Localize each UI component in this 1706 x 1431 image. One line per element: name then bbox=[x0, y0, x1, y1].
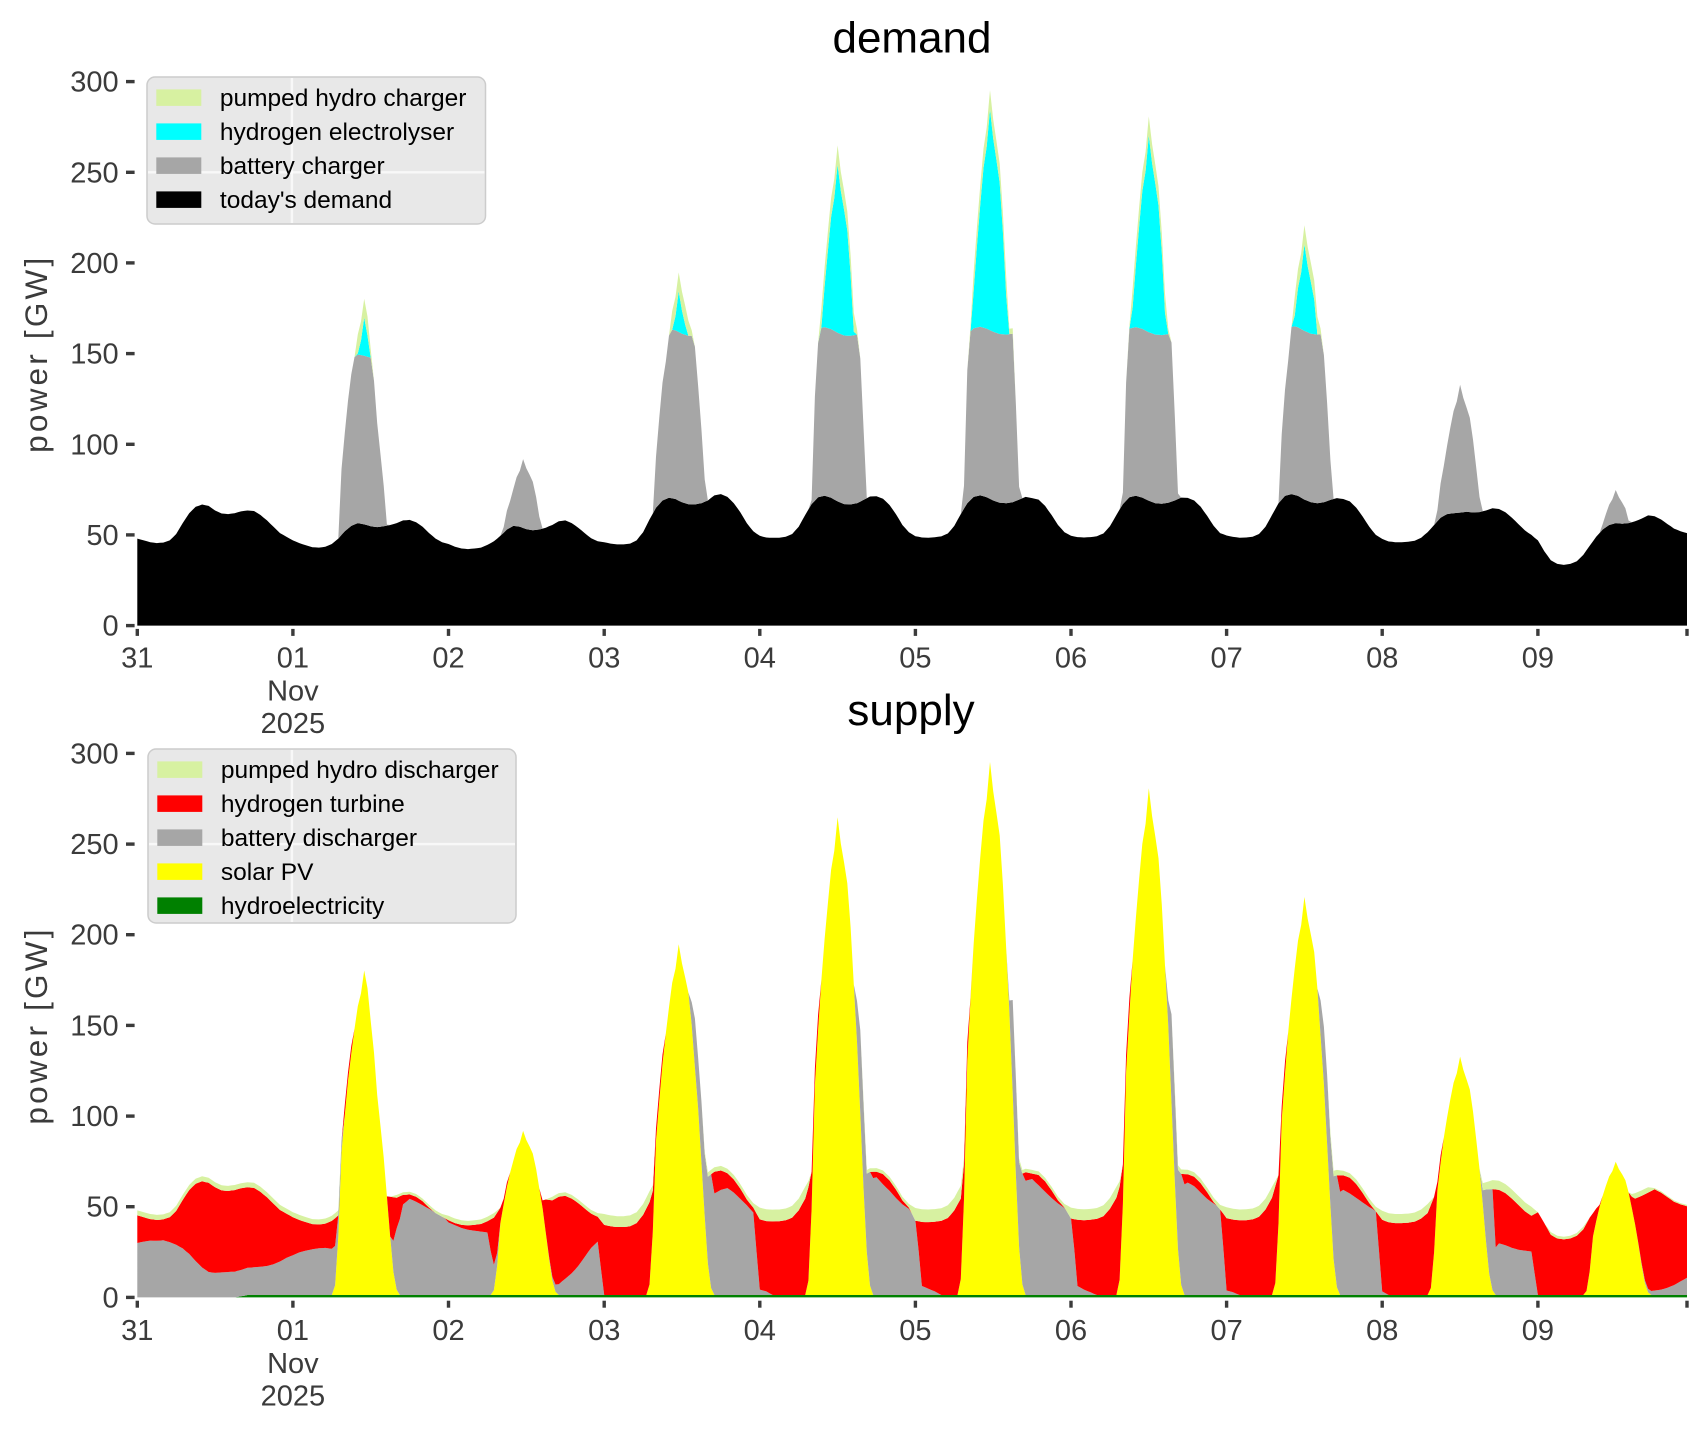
svg-text:08: 08 bbox=[1366, 643, 1398, 675]
svg-text:2025: 2025 bbox=[261, 708, 326, 740]
svg-text:300: 300 bbox=[70, 67, 118, 99]
svg-text:04: 04 bbox=[744, 643, 776, 675]
svg-text:battery charger: battery charger bbox=[220, 153, 385, 180]
svg-text:07: 07 bbox=[1210, 1315, 1242, 1347]
svg-text:hydrogen turbine: hydrogen turbine bbox=[221, 791, 405, 818]
svg-text:hydrogen electrolyser: hydrogen electrolyser bbox=[220, 119, 454, 146]
svg-text:100: 100 bbox=[70, 429, 118, 461]
svg-text:pumped hydro discharger: pumped hydro discharger bbox=[221, 757, 499, 784]
svg-text:01: 01 bbox=[277, 1315, 309, 1347]
svg-text:08: 08 bbox=[1366, 1315, 1398, 1347]
svg-text:04: 04 bbox=[744, 1315, 776, 1347]
svg-text:06: 06 bbox=[1055, 643, 1087, 675]
svg-text:150: 150 bbox=[70, 339, 118, 371]
svg-text:09: 09 bbox=[1522, 1315, 1554, 1347]
svg-text:05: 05 bbox=[899, 643, 931, 675]
svg-text:200: 200 bbox=[70, 920, 118, 952]
svg-text:02: 02 bbox=[432, 643, 464, 675]
svg-text:demand: demand bbox=[832, 13, 991, 62]
svg-text:hydroelectricity: hydroelectricity bbox=[221, 893, 385, 920]
svg-text:100: 100 bbox=[70, 1101, 118, 1133]
svg-text:31: 31 bbox=[121, 1315, 153, 1347]
svg-text:pumped hydro charger: pumped hydro charger bbox=[220, 85, 467, 112]
svg-text:200: 200 bbox=[70, 248, 118, 280]
svg-text:03: 03 bbox=[588, 643, 620, 675]
svg-text:Nov: Nov bbox=[267, 1348, 319, 1380]
svg-text:supply: supply bbox=[847, 686, 974, 735]
svg-text:solar PV: solar PV bbox=[221, 859, 314, 886]
svg-text:07: 07 bbox=[1210, 643, 1242, 675]
svg-text:battery discharger: battery discharger bbox=[221, 825, 417, 852]
svg-text:06: 06 bbox=[1055, 1315, 1087, 1347]
svg-text:05: 05 bbox=[899, 1315, 931, 1347]
svg-text:31: 31 bbox=[121, 643, 153, 675]
svg-text:03: 03 bbox=[588, 1315, 620, 1347]
svg-text:0: 0 bbox=[102, 611, 118, 643]
svg-text:300: 300 bbox=[70, 738, 118, 770]
svg-text:150: 150 bbox=[70, 1010, 118, 1042]
svg-text:02: 02 bbox=[432, 1315, 464, 1347]
svg-text:09: 09 bbox=[1522, 643, 1554, 675]
svg-text:2025: 2025 bbox=[261, 1381, 326, 1413]
svg-text:01: 01 bbox=[277, 643, 309, 675]
svg-text:50: 50 bbox=[86, 520, 118, 552]
svg-text:250: 250 bbox=[70, 157, 118, 189]
svg-text:250: 250 bbox=[70, 829, 118, 861]
svg-text:today's demand: today's demand bbox=[220, 187, 392, 214]
svg-text:Nov: Nov bbox=[267, 676, 319, 708]
svg-text:power [GW]: power [GW] bbox=[18, 926, 54, 1124]
svg-text:50: 50 bbox=[86, 1192, 118, 1224]
svg-text:0: 0 bbox=[102, 1282, 118, 1314]
svg-text:power [GW]: power [GW] bbox=[18, 255, 54, 453]
